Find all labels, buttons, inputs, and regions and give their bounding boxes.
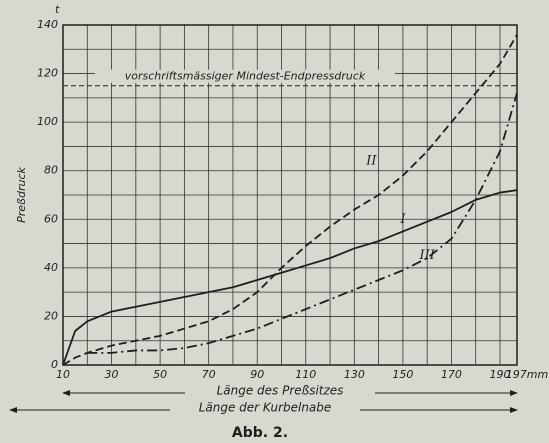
y-unit: t bbox=[55, 3, 60, 16]
y-tick-label: 140 bbox=[37, 18, 58, 31]
series-label: III bbox=[418, 248, 435, 263]
caption: Abb. 2. bbox=[232, 425, 288, 441]
x-tick-label: 110 bbox=[295, 368, 316, 381]
y-tick-label: 0 bbox=[51, 358, 58, 371]
label-bg bbox=[95, 69, 395, 83]
y-tick-label: 40 bbox=[44, 261, 58, 274]
x-axis-label-2: Länge der Kurbelnabe bbox=[199, 401, 332, 415]
x-tick-label: 90 bbox=[250, 368, 264, 381]
x-tick-label: 170 bbox=[441, 368, 462, 381]
x-tick-label: 50 bbox=[153, 368, 167, 381]
series-label: I bbox=[399, 212, 406, 227]
x-tick-label: 30 bbox=[105, 368, 119, 381]
x-tick-label: 190 bbox=[490, 368, 511, 381]
series-line bbox=[62, 34, 518, 366]
reference-label: vorschriftsmässiger Mindest-Endpressdruc… bbox=[125, 70, 366, 83]
label-bg bbox=[185, 385, 375, 399]
x-tick-label: 130 bbox=[344, 368, 365, 381]
x-tick-label: 10 bbox=[56, 368, 70, 381]
label-bg bbox=[170, 402, 360, 416]
plot-frame bbox=[62, 24, 518, 366]
y-tick-label: 100 bbox=[37, 115, 58, 128]
y-tick-label: 120 bbox=[37, 67, 58, 80]
y-tick-label: 20 bbox=[44, 309, 58, 322]
x-axis-label: Länge des Preßsitzes bbox=[217, 384, 344, 398]
series-line bbox=[62, 189, 518, 366]
series-label: II bbox=[365, 154, 377, 169]
y-tick-label: 60 bbox=[44, 212, 58, 225]
x-tick-label: 150 bbox=[392, 368, 413, 381]
y-axis-label: Preßdruck bbox=[15, 166, 28, 222]
x-tick-label: 70 bbox=[202, 368, 216, 381]
x-tick-label: 197mm bbox=[506, 368, 548, 381]
y-tick-label: 80 bbox=[44, 164, 58, 177]
series-line bbox=[87, 92, 518, 354]
